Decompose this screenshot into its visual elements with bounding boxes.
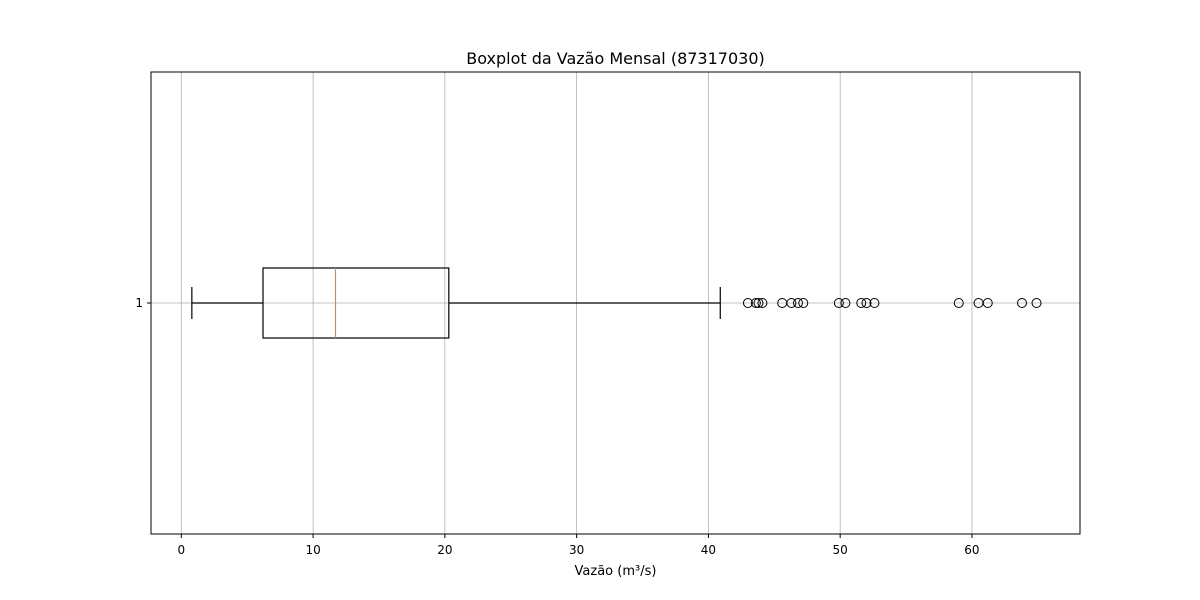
outlier-point (1017, 298, 1028, 308)
outlier-point (840, 298, 851, 308)
chart-title: Boxplot da Vazão Mensal (87317030) (466, 49, 765, 68)
outlier-point (833, 298, 844, 308)
outlier-point (856, 298, 867, 308)
outlier-point (757, 298, 768, 308)
outlier-point (798, 298, 809, 308)
iqr-box (262, 267, 450, 339)
x-tick-label: 10 (305, 543, 320, 557)
x-tick-label: 30 (569, 543, 584, 557)
outlier-point (786, 298, 797, 308)
outlier-point (750, 298, 761, 308)
y-tick-label: 1 (135, 296, 143, 310)
outlier-point (753, 298, 764, 308)
x-tick-label: 50 (833, 543, 848, 557)
outlier-point (861, 298, 872, 308)
outlier-point (982, 298, 993, 308)
outlier-point (869, 298, 880, 308)
outlier-point (793, 298, 804, 308)
outlier-layer (742, 298, 1042, 308)
tick-layer: 0 10 20 30 40 50 60 1 (135, 296, 979, 557)
x-tick-label: 40 (701, 543, 716, 557)
outlier-point (1031, 298, 1042, 308)
x-tick-label: 0 (177, 543, 185, 557)
x-tick-label: 60 (964, 543, 979, 557)
x-tick-label: 20 (437, 543, 452, 557)
x-axis-label: Vazão (m³/s) (575, 564, 657, 579)
outlier-point (953, 298, 964, 308)
box-layer (191, 267, 721, 339)
outlier-point (742, 298, 753, 308)
